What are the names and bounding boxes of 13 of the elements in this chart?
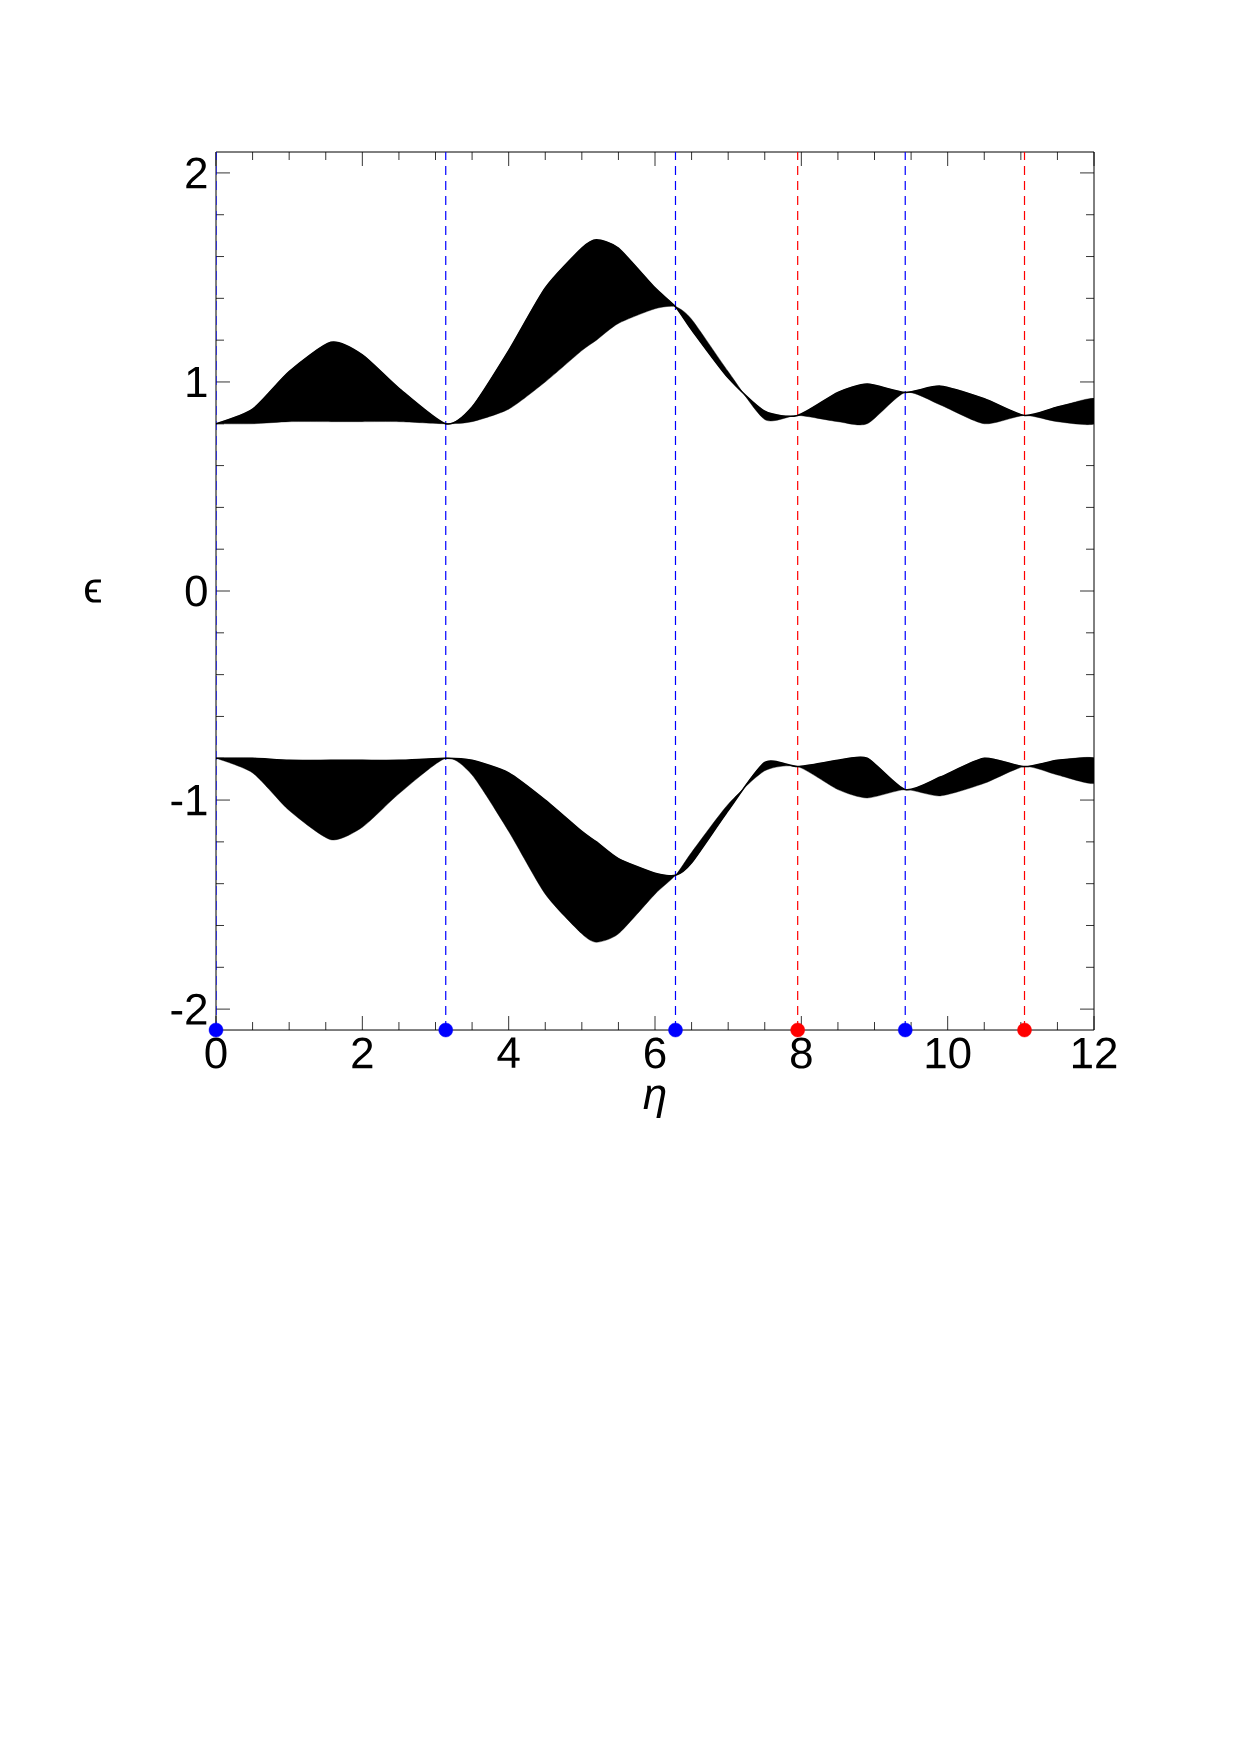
x-tick-label: 12 <box>1072 1037 1117 1069</box>
x-tick-label: 8 <box>791 1037 812 1069</box>
x-tick-label: 6 <box>645 1037 666 1069</box>
y-tick-label: -2 <box>171 993 207 1025</box>
x-tick-label: 4 <box>497 1037 520 1068</box>
x-tick-label: 10 <box>926 1037 971 1069</box>
y-axis-title: ϵ <box>85 579 101 603</box>
x-tick-label: 2 <box>352 1037 373 1069</box>
y-tick-label: -1 <box>171 784 207 816</box>
y-tick-label: 1 <box>187 366 207 398</box>
y-tick-label: 0 <box>185 575 207 607</box>
y-tick-label: 2 <box>186 157 207 189</box>
x-axis-title: η <box>643 1085 666 1119</box>
